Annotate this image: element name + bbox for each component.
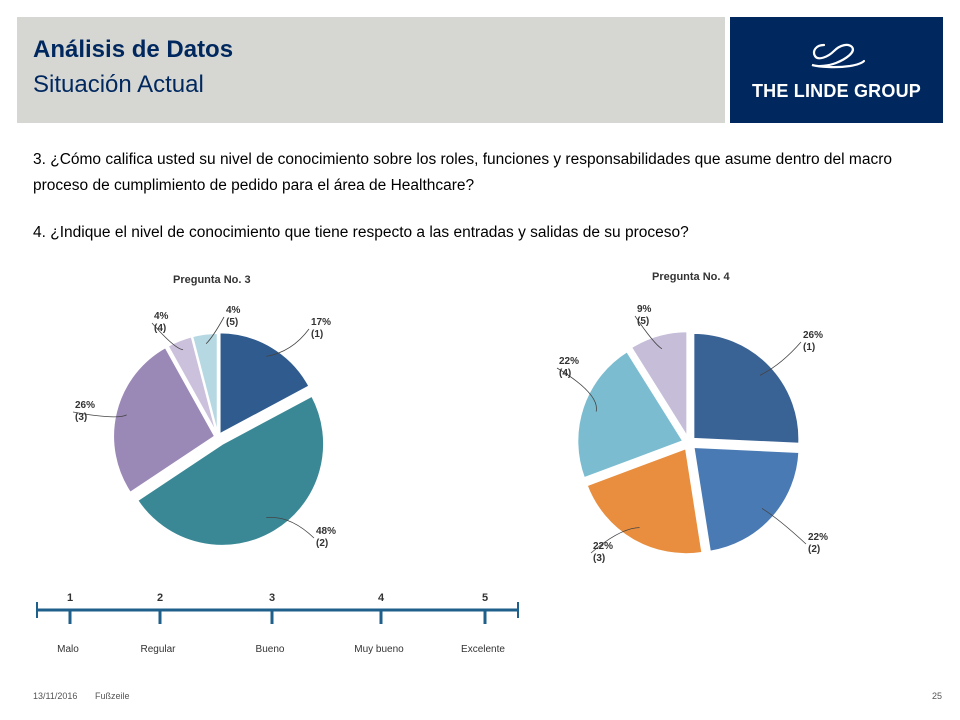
scale-number-1: 1 <box>67 592 73 604</box>
pie-3-leader-2 <box>266 516 315 539</box>
pie-4-percent-label-2: 22% <box>808 532 828 543</box>
pie-4-leader-4 <box>556 367 597 412</box>
scale-number-2: 2 <box>157 592 163 604</box>
pie-3-percent-label-2: 48% <box>316 526 336 537</box>
pie-4-slice-4 <box>576 349 685 480</box>
pie-3-slice-2 <box>135 394 326 547</box>
logo-text: THE LINDE GROUP <box>751 81 921 101</box>
pie-4-title: Pregunta No. 4 <box>652 271 730 283</box>
pie-3-category-label-5: (5) <box>226 317 238 328</box>
pie-4-leader-2 <box>761 508 807 545</box>
pie-4-category-label-3: (3) <box>593 553 605 564</box>
scale-number-3: 3 <box>269 592 275 604</box>
pie-4-slice-1 <box>692 331 801 445</box>
scale-label-1: Malo <box>57 644 79 655</box>
pie-3-slice-1 <box>218 331 311 437</box>
scale-label-4: Muy bueno <box>354 644 404 655</box>
scale-number-4: 4 <box>378 592 385 604</box>
pie-4-category-label-2: (2) <box>808 544 820 555</box>
header-band <box>17 17 725 123</box>
pie-3-title: Pregunta No. 3 <box>173 274 251 286</box>
scale-label-5: Excelente <box>461 644 505 655</box>
footer-label: Fußzeile <box>95 691 130 701</box>
linde-logo-mark-icon <box>811 43 866 69</box>
pie-3-leader-4 <box>151 322 184 351</box>
page-subtitle: Situación Actual <box>33 71 204 98</box>
pie-3-slice-3 <box>112 345 217 495</box>
page-title: Análisis de Datos <box>33 36 234 63</box>
pie-4-slice-3 <box>585 446 704 556</box>
footer-date: 13/11/2016 <box>33 691 78 701</box>
pie-4-percent-label-3: 22% <box>593 541 613 552</box>
scale-label-2: Regular <box>140 644 176 655</box>
linde-logo: THE LINDE GROUP <box>730 17 943 123</box>
pie-4-percent-label-4: 22% <box>559 356 579 367</box>
pie-3-percent-label-1: 17% <box>311 317 331 328</box>
scale-number-5: 5 <box>482 592 488 604</box>
pie-4-leader-5 <box>634 315 663 350</box>
pie-4-category-label-1: (1) <box>803 342 815 353</box>
pie-3-percent-label-4: 4% <box>154 311 169 322</box>
pie-4-percent-label-5: 9% <box>637 304 652 315</box>
question-3-text: 3. ¿Cómo califica usted su nivel de cono… <box>33 151 892 194</box>
pie-4-category-label-4: (4) <box>559 368 571 379</box>
pie-3-leader-3 <box>72 411 127 418</box>
pie-3-category-label-3: (3) <box>75 412 87 423</box>
pie-4-slice-2 <box>692 445 801 553</box>
pie-4-percent-label-1: 26% <box>803 330 823 341</box>
pie-4-leader-1 <box>759 341 802 376</box>
scale-label-3: Bueno <box>256 644 285 655</box>
pie-4-slice-5 <box>629 330 689 441</box>
pie-3-percent-label-5: 4% <box>226 305 241 316</box>
pie-3-slice-5 <box>190 332 219 436</box>
pie-4-leader-3 <box>590 527 640 554</box>
pie-3-category-label-4: (4) <box>154 323 166 334</box>
pie-4-category-label-5: (5) <box>637 316 649 327</box>
pie-3-leader-1 <box>266 328 310 357</box>
page-number: 25 <box>931 691 942 701</box>
question-4-text: 4. ¿Indique el nivel de conocimiento que… <box>33 224 689 241</box>
pie-3-percent-label-3: 26% <box>75 400 95 411</box>
pie-3-category-label-2: (2) <box>316 538 328 549</box>
pie-3-leader-5 <box>205 316 225 345</box>
pie-3-category-label-1: (1) <box>311 329 323 340</box>
